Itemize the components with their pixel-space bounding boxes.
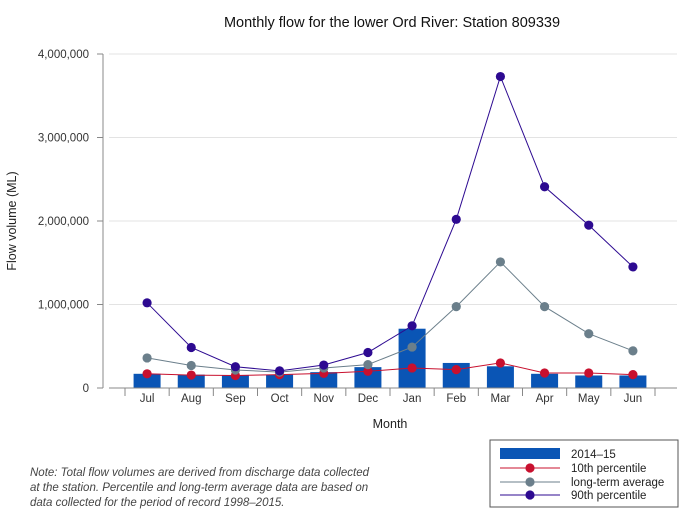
bar	[531, 373, 559, 388]
data-point	[319, 360, 329, 370]
footnote-line: Note: Total flow volumes are derived fro…	[30, 467, 369, 479]
x-axis: Jul Aug Sep Oct Nov Dec Jan Feb Mar Apr May Jun	[109, 387, 677, 405]
bar	[177, 374, 205, 388]
data-point	[142, 369, 152, 379]
y-tick-label: 2,000,000	[38, 216, 89, 228]
legend: 2014–15 10th percentile long-term average9…	[489, 439, 679, 508]
y-tick-label: 0	[83, 383, 89, 395]
chart-title: Monthly flow for the lower Ord River: St…	[224, 15, 560, 31]
legend-label: 90th percentile	[571, 490, 646, 502]
data-point	[186, 360, 196, 371]
data-point	[451, 301, 461, 312]
data-point	[142, 298, 152, 308]
data-point	[539, 182, 550, 192]
footnote-line: data collected for the period of record …	[30, 497, 285, 509]
y-axis-label: Flow volume (ML)	[5, 171, 19, 270]
y-axis: 0 1,000,000 2,000,000 3,000,000 4,000,000	[38, 49, 104, 395]
x-axis-label: Month	[373, 417, 408, 431]
data-point	[407, 342, 417, 352]
data-point	[584, 329, 594, 339]
data-point	[407, 363, 417, 373]
data-point	[363, 366, 373, 376]
legend-label: long-term average	[571, 477, 664, 489]
bar	[133, 373, 161, 388]
bar-series	[133, 328, 647, 388]
series-line	[146, 75, 634, 372]
x-tick-label: Aug	[181, 393, 201, 405]
bar	[575, 375, 603, 388]
x-tick-label: Jul	[140, 393, 155, 405]
data-point	[451, 365, 461, 375]
bar	[398, 328, 426, 388]
bar	[221, 375, 249, 388]
legend-label: 10th percentile	[571, 463, 646, 475]
data-point	[495, 71, 506, 82]
bar	[619, 375, 647, 388]
bar	[354, 367, 382, 388]
bar	[266, 374, 294, 388]
legend-swatch-marker	[525, 463, 535, 473]
data-point	[186, 342, 196, 353]
data-point	[274, 366, 285, 376]
x-tick-label: Sep	[225, 393, 245, 405]
legend-swatch-bar	[500, 448, 560, 459]
footnote: Note: Total flow volumes are derived fro…	[30, 466, 400, 511]
data-point	[628, 370, 638, 380]
data-point	[451, 214, 461, 224]
x-tick-label: Feb	[446, 393, 466, 405]
data-point	[142, 353, 152, 363]
x-tick-label: Jan	[403, 393, 422, 405]
footnote-line: at the station. Percentile and long-term…	[30, 482, 369, 494]
y-tick-label: 1,000,000	[38, 300, 89, 312]
data-point	[628, 262, 638, 272]
bar	[310, 372, 338, 388]
data-point	[230, 362, 241, 372]
series-line	[147, 362, 633, 377]
x-tick-label: Apr	[536, 393, 554, 405]
data-point	[495, 358, 506, 368]
bar	[486, 366, 514, 388]
y-axis-gridlines	[109, 53, 677, 305]
legend-swatch-marker	[525, 490, 535, 500]
data-point	[539, 368, 550, 378]
data-point	[407, 321, 417, 331]
line-series	[142, 71, 638, 381]
data-point	[363, 347, 373, 358]
y-tick-label: 4,000,000	[38, 49, 89, 61]
data-point	[363, 360, 373, 370]
x-tick-label: Jun	[624, 393, 643, 405]
data-point	[186, 370, 196, 380]
data-point	[539, 301, 550, 312]
legend-label: 2014–15	[571, 449, 616, 461]
series-90th-percentile	[142, 71, 638, 376]
x-tick-label: Mar	[491, 393, 511, 405]
data-point	[584, 368, 594, 378]
data-point	[495, 257, 506, 267]
data-point	[584, 220, 594, 230]
x-tick-label: May	[578, 393, 600, 405]
data-point	[628, 346, 638, 356]
legend-swatch-marker	[525, 477, 535, 487]
x-tick-label: Dec	[358, 393, 379, 405]
x-tick-label: Nov	[314, 393, 335, 405]
series-10th-percentile	[142, 358, 638, 381]
series-line	[147, 261, 634, 373]
x-tick-label: Oct	[271, 393, 290, 405]
y-tick-label: 3,000,000	[38, 133, 89, 145]
